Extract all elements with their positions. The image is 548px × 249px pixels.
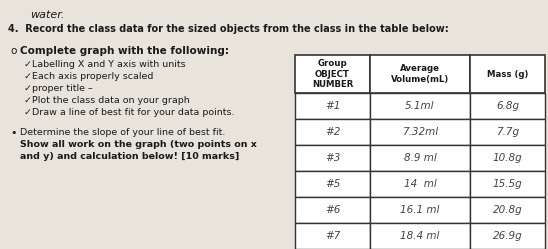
Text: 5.1ml: 5.1ml [406,101,435,111]
Bar [470,119,545,145]
Bar [370,197,470,223]
Bar [370,223,470,249]
Text: 8.9 ml: 8.9 ml [404,153,436,163]
Text: 26.9g: 26.9g [493,231,522,241]
Bar [470,171,545,197]
Text: 4.  Record the class data for the sized objects from the class in the table belo: 4. Record the class data for the sized o… [8,24,449,34]
Text: ✓Draw a line of best fit for your data points.: ✓Draw a line of best fit for your data p… [24,108,235,117]
Bar [370,93,470,119]
Bar [370,171,470,197]
Text: 14  ml: 14 ml [404,179,436,189]
Bar [295,55,370,93]
Bar [295,145,370,171]
Text: •: • [10,128,16,138]
Bar [370,119,470,145]
Text: #5: #5 [325,179,340,189]
Text: ✓Plot the class data on your graph: ✓Plot the class data on your graph [24,96,190,105]
Text: o: o [10,46,16,56]
Bar [295,223,370,249]
Text: 6.8g: 6.8g [496,101,519,111]
Bar [370,55,470,93]
Text: #2: #2 [325,127,340,137]
Text: 7.7g: 7.7g [496,127,519,137]
Bar [470,55,545,93]
Text: 20.8g: 20.8g [493,205,522,215]
Bar [470,93,545,119]
Text: Average
Volume(mL): Average Volume(mL) [391,64,449,84]
Bar [470,223,545,249]
Text: ✓proper title –: ✓proper title – [24,84,93,93]
Text: Show all work on the graph (two points on x: Show all work on the graph (two points o… [20,140,257,149]
Text: Determine the slope of your line of best fit.: Determine the slope of your line of best… [20,128,225,137]
Text: 18.4 ml: 18.4 ml [400,231,439,241]
Bar [470,197,545,223]
Text: Complete graph with the following:: Complete graph with the following: [20,46,229,56]
Bar [295,171,370,197]
Text: 7.32ml: 7.32ml [402,127,438,137]
Bar [295,119,370,145]
Bar [295,197,370,223]
Text: 16.1 ml: 16.1 ml [400,205,439,215]
Text: #7: #7 [325,231,340,241]
Text: #1: #1 [325,101,340,111]
Text: #3: #3 [325,153,340,163]
Text: 15.5g: 15.5g [493,179,522,189]
Text: Mass (g): Mass (g) [487,69,528,78]
Text: ✓Labelling X and Y axis with units: ✓Labelling X and Y axis with units [24,60,186,69]
Text: 10.8g: 10.8g [493,153,522,163]
Text: water.: water. [30,10,64,20]
Text: #6: #6 [325,205,340,215]
Bar [370,145,470,171]
Bar [295,93,370,119]
Text: Group
OBJECT
NUMBER: Group OBJECT NUMBER [312,59,353,89]
Text: and y) and calculation below! [10 marks]: and y) and calculation below! [10 marks] [20,152,239,161]
Bar [470,145,545,171]
Text: ✓Each axis properly scaled: ✓Each axis properly scaled [24,72,153,81]
